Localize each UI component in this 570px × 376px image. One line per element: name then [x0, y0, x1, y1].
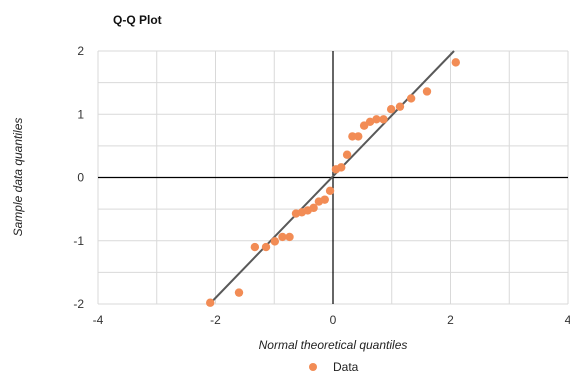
- y-tick-label: 1: [77, 107, 84, 121]
- data-point: [250, 242, 260, 252]
- data-point: [395, 102, 405, 111]
- y-axis-title: Sample data quantiles: [11, 118, 25, 237]
- data-point: [325, 186, 335, 195]
- legend-label: Data: [333, 360, 359, 374]
- legend: Data: [309, 360, 359, 374]
- data-point: [372, 115, 381, 124]
- chart-title: Q-Q Plot: [113, 13, 162, 27]
- data-point: [342, 150, 352, 159]
- x-tick-label: 0: [330, 313, 337, 327]
- data-point: [270, 237, 280, 246]
- data-point: [406, 94, 416, 103]
- x-axis-title: Normal theoretical quantiles: [259, 338, 408, 352]
- y-tick-label: -1: [73, 234, 84, 248]
- data-point: [337, 163, 346, 172]
- data-point: [354, 132, 363, 141]
- data-point: [422, 87, 432, 96]
- data-points: [206, 58, 460, 307]
- data-point: [278, 232, 287, 242]
- reference-line: [208, 50, 455, 305]
- y-tick-label: 0: [77, 171, 84, 185]
- y-tick-label: -2: [73, 297, 84, 311]
- x-tick-label: -2: [210, 313, 221, 327]
- data-point: [386, 104, 396, 114]
- data-point: [261, 242, 271, 252]
- data-point: [451, 58, 460, 67]
- data-point: [234, 288, 244, 297]
- data-point: [309, 203, 318, 213]
- data-point: [379, 115, 388, 124]
- data-point: [365, 117, 375, 127]
- data-point: [285, 232, 294, 242]
- reference-line-group: [208, 50, 455, 305]
- tick-labels: -4 -2 0 2 4 -2 -1 0 1 2: [73, 44, 570, 327]
- x-tick-label: 4: [565, 313, 570, 327]
- y-tick-label: 2: [77, 44, 84, 58]
- data-point: [348, 132, 357, 141]
- x-tick-label: 2: [447, 313, 454, 327]
- x-tick-label: -4: [93, 313, 104, 327]
- data-point: [320, 195, 329, 204]
- data-point: [206, 298, 215, 307]
- legend-marker: [309, 363, 317, 371]
